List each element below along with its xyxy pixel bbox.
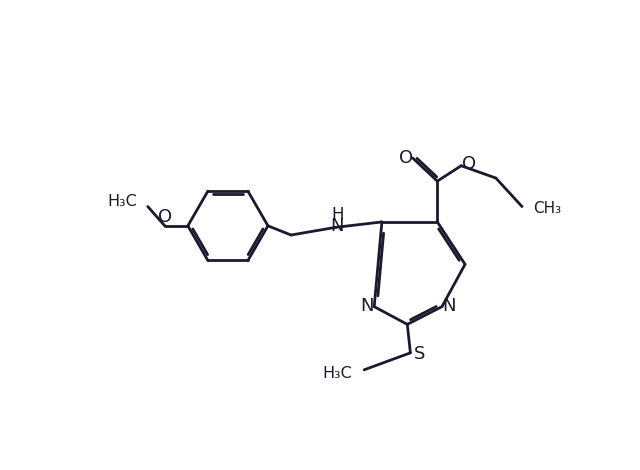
Text: CH₃: CH₃ bbox=[533, 201, 561, 216]
Text: N: N bbox=[442, 297, 456, 315]
Text: H₃C: H₃C bbox=[322, 366, 352, 381]
Text: H₃C: H₃C bbox=[108, 195, 137, 210]
Text: O: O bbox=[462, 155, 476, 173]
Text: O: O bbox=[399, 149, 413, 167]
Text: N: N bbox=[330, 217, 344, 235]
Text: O: O bbox=[159, 208, 173, 226]
Text: N: N bbox=[360, 297, 374, 315]
Text: H: H bbox=[331, 206, 344, 224]
Text: S: S bbox=[414, 345, 426, 363]
